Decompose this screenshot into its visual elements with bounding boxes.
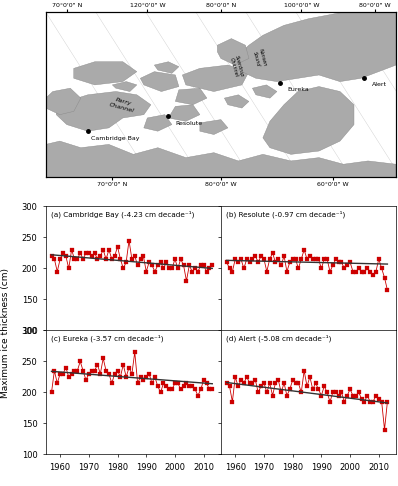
Text: Sverdrup
Channel: Sverdrup Channel [228, 54, 245, 79]
Polygon shape [140, 71, 179, 91]
Text: Parry
Channel: Parry Channel [109, 96, 137, 113]
Text: Resolute: Resolute [176, 122, 203, 126]
Polygon shape [235, 12, 396, 82]
Polygon shape [46, 88, 81, 115]
Polygon shape [168, 105, 200, 122]
Polygon shape [56, 91, 151, 131]
Text: Nansen
Sound: Nansen Sound [252, 48, 267, 69]
Polygon shape [217, 38, 249, 65]
Polygon shape [74, 62, 137, 85]
Polygon shape [46, 141, 396, 177]
Polygon shape [200, 120, 228, 135]
Polygon shape [112, 82, 137, 91]
Text: (d) Alert (-5.08 cm decade⁻¹): (d) Alert (-5.08 cm decade⁻¹) [226, 334, 332, 342]
Text: (b) Resolute (-0.97 cm decade⁻¹): (b) Resolute (-0.97 cm decade⁻¹) [226, 210, 345, 218]
Polygon shape [176, 88, 207, 105]
Polygon shape [144, 115, 172, 131]
Text: Alert: Alert [371, 82, 386, 87]
Text: Eureka: Eureka [287, 87, 309, 91]
Text: Maximum ice thickness (cm): Maximum ice thickness (cm) [2, 268, 10, 398]
Polygon shape [182, 65, 249, 91]
Text: (a) Cambridge Bay (-4.23 cm decade⁻¹): (a) Cambridge Bay (-4.23 cm decade⁻¹) [51, 210, 194, 218]
Polygon shape [263, 87, 354, 155]
Polygon shape [252, 85, 277, 98]
Text: (c) Eureka (-3.57 cm decade⁻¹): (c) Eureka (-3.57 cm decade⁻¹) [51, 334, 164, 342]
Polygon shape [224, 95, 249, 108]
Text: Cambridge Bay: Cambridge Bay [91, 136, 140, 141]
Polygon shape [154, 62, 179, 73]
